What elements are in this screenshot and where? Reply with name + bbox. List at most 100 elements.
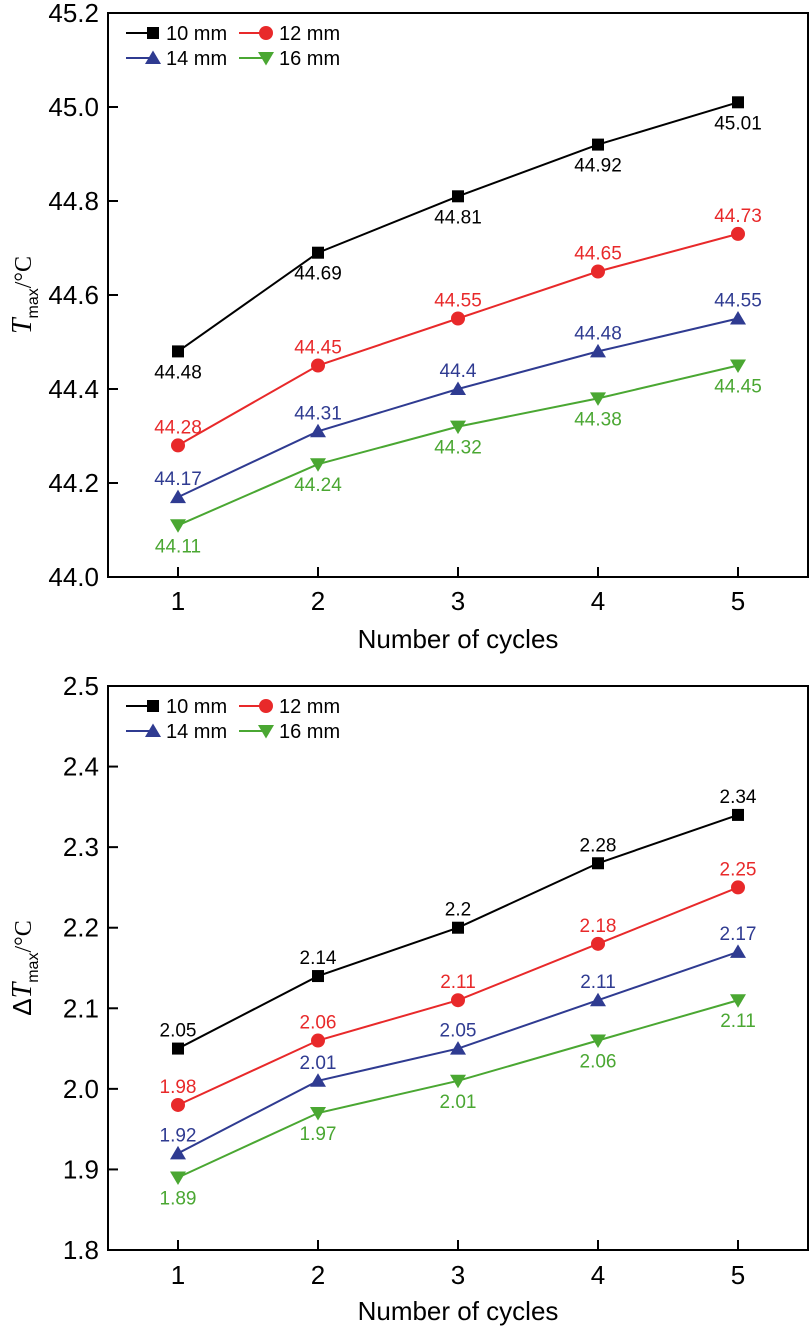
data-label: 2.01 [300, 1053, 337, 1074]
y-tick-label: 44.8 [48, 186, 99, 216]
y-tick-label: 2.5 [63, 671, 99, 701]
y-axis-label-prefix: Δ [7, 998, 37, 1015]
y-axis-label-symbol: T [7, 316, 38, 334]
legend-item: 12 mm [239, 696, 340, 718]
y-tick-label: 1.8 [63, 1235, 99, 1265]
data-point [592, 138, 604, 151]
data-point [451, 993, 465, 1008]
data-label: 44.28 [154, 417, 202, 438]
x-tick-label: 2 [311, 586, 325, 616]
data-point [172, 345, 184, 358]
data-label: 1.92 [160, 1125, 197, 1146]
data-label: 44.69 [294, 264, 342, 285]
data-label: 44.11 [155, 536, 201, 557]
chart-max-temperature: 44.0 44.2 44.4 44.6 44.8 45.0 45.2 1 2 3 4 5 Number … [7, 0, 809, 654]
y-tick-label: 2.3 [63, 832, 99, 862]
y-tick-label: 2.4 [63, 752, 99, 782]
data-label: 44.65 [574, 244, 622, 265]
data-point [591, 936, 605, 951]
data-point [450, 420, 466, 435]
data-label: 2.11 [440, 972, 476, 993]
x-tick-label: 5 [731, 1260, 745, 1290]
data-point [170, 489, 186, 504]
data-label: 44.48 [154, 362, 202, 383]
y-tick-label: 2.2 [63, 913, 99, 943]
data-label: 44.55 [434, 291, 482, 312]
data-label: 44.73 [714, 206, 762, 227]
data-point [732, 96, 744, 109]
legend-label: 14 mm [166, 721, 227, 743]
data-label: 2.25 [720, 859, 757, 880]
data-point [730, 994, 746, 1008]
data-point [170, 519, 186, 533]
legend-marker [258, 52, 274, 66]
legend-label: 14 mm [166, 48, 227, 70]
legend-item: 14 mm [126, 48, 227, 70]
plot-frame [107, 685, 809, 1251]
legend-label: 12 mm [279, 23, 340, 45]
data-label: 44.81 [434, 207, 482, 228]
data-label: 1.89 [160, 1188, 197, 1209]
data-label: 44.45 [294, 338, 342, 359]
data-point [450, 1074, 466, 1089]
data-label: 2.06 [300, 1013, 337, 1034]
data-point [312, 970, 324, 983]
legend: 10 mm 12 mm 14 mm 16 mm [126, 696, 340, 743]
series-16-mm: 44.11 44.24 44.32 44.38 44.45 [155, 359, 762, 557]
legend: 10 mm 12 mm 14 mm 16 mm [126, 23, 340, 70]
data-label: 2.14 [300, 948, 337, 969]
chart-temperature-difference: 1.8 1.9 2.0 2.1 2.2 2.3 2.4 2.5 1 2 3 4 5 Number of c… [7, 671, 809, 1326]
data-label: 2.01 [440, 1092, 477, 1113]
legend-label: 12 mm [279, 696, 340, 718]
data-label: 44.32 [434, 438, 482, 459]
data-point [591, 264, 605, 279]
x-tick-label: 4 [591, 586, 605, 616]
data-point [451, 311, 465, 326]
data-point [732, 808, 744, 821]
data-point [452, 190, 464, 203]
legend-item: 12 mm [239, 23, 340, 45]
data-label: 2.11 [580, 972, 616, 993]
y-tick-label: 44.2 [48, 468, 99, 498]
legend-item: 10 mm [126, 696, 227, 718]
y-axis-label-unit: /°C [11, 920, 37, 952]
y-tick-label: 1.9 [63, 1154, 99, 1184]
x-axis-label: Number of cycles [358, 1296, 559, 1326]
legend-label: 10 mm [166, 23, 227, 45]
y-axis-label-unit: /°C [11, 256, 37, 288]
data-point [172, 1042, 184, 1055]
legend-marker [147, 27, 159, 39]
data-point [311, 358, 325, 373]
data-label: 2.11 [720, 1011, 756, 1032]
data-point [730, 944, 746, 958]
data-label: 2.05 [160, 1021, 197, 1042]
data-point [590, 343, 606, 358]
data-label: 44.24 [294, 475, 342, 496]
series-10-mm: 44.48 44.69 44.81 44.92 45.01 [154, 96, 762, 383]
series-line [177, 232, 739, 447]
data-point [590, 392, 606, 406]
y-axis-label-subscript: max [25, 288, 42, 318]
data-point [171, 1097, 185, 1112]
data-point [450, 1041, 466, 1055]
legend-item: 16 mm [239, 721, 340, 743]
y-tick-label: 44.0 [48, 562, 99, 592]
data-label: 2.17 [720, 924, 757, 945]
legend-marker [145, 50, 161, 64]
y-tick-label: 44.6 [48, 280, 99, 310]
y-tick-label: 45.0 [48, 92, 99, 122]
data-label: 2.05 [440, 1021, 477, 1042]
data-point [731, 880, 745, 895]
y-tick-label: 2.0 [63, 1074, 99, 1104]
x-axis-label: Number of cycles [358, 624, 559, 654]
data-label: 44.38 [574, 409, 622, 430]
data-label: 44.4 [440, 361, 477, 382]
data-label: 44.48 [574, 323, 622, 344]
legend-item: 16 mm [239, 48, 340, 70]
legend-marker [258, 725, 274, 739]
data-point [450, 381, 466, 395]
data-point [311, 1033, 325, 1048]
y-axis-label-subscript: max [25, 953, 42, 983]
data-point [730, 311, 746, 325]
y-axis-label: Tmax/°C [7, 256, 42, 334]
